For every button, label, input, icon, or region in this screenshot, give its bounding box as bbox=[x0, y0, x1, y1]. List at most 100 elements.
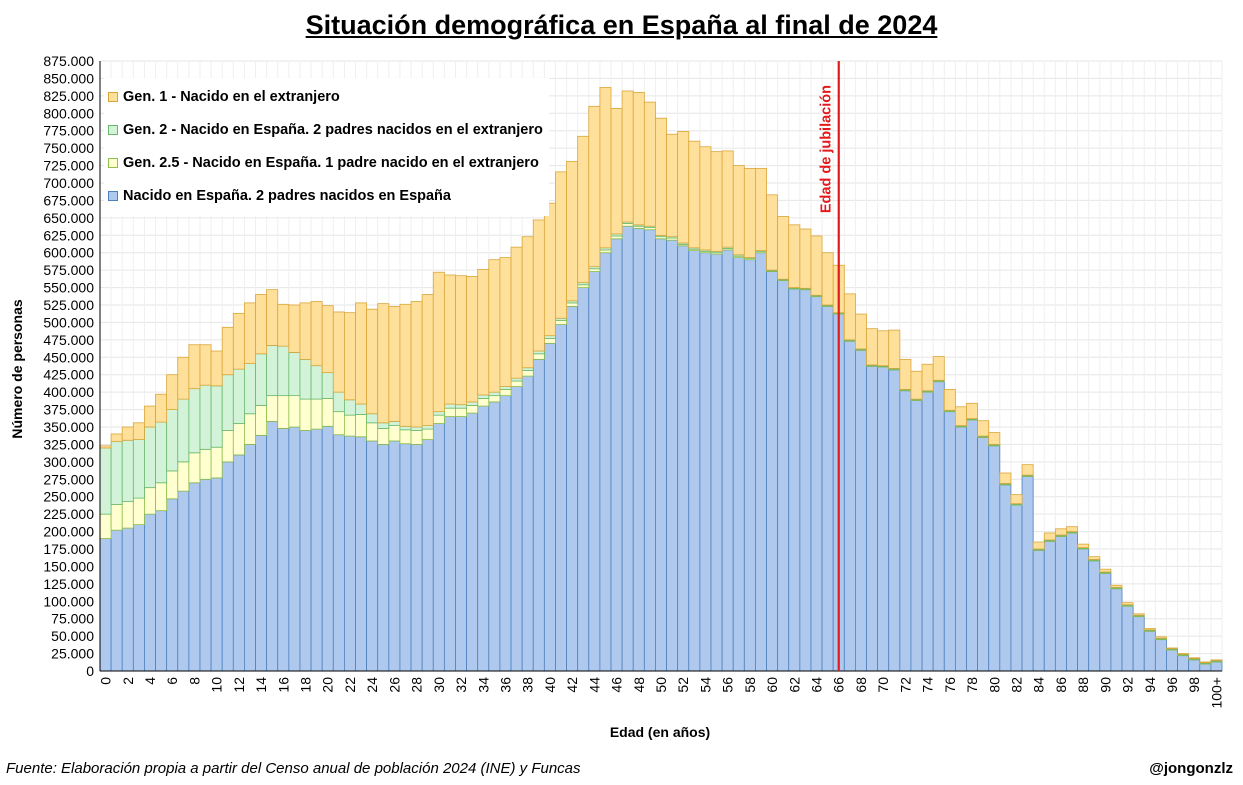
bar-series-3-age-20 bbox=[321, 305, 334, 374]
bar-series-0-age-46 bbox=[610, 238, 623, 672]
bar-series-3-age-10 bbox=[210, 350, 223, 387]
bar-series-3-age-76 bbox=[943, 388, 956, 411]
bar-series-2-age-35 bbox=[488, 391, 501, 397]
bar-series-0-age-30 bbox=[432, 423, 445, 672]
bar-series-0-age-28 bbox=[410, 444, 423, 672]
bar-series-3-age-80 bbox=[988, 432, 1001, 445]
bar-series-3-age-94 bbox=[1143, 628, 1156, 631]
bar-series-3-age-59 bbox=[755, 167, 767, 252]
bar-series-2-age-33 bbox=[466, 401, 479, 406]
x-tick-label: 70 bbox=[875, 677, 891, 693]
legend-swatch-gen2 bbox=[108, 124, 118, 135]
bar-series-3-age-1 bbox=[110, 433, 123, 443]
bar-series-0-age-52 bbox=[677, 245, 690, 672]
y-tick-label: 350.000 bbox=[43, 419, 94, 435]
bar-series-0-age-62 bbox=[788, 288, 801, 672]
bar-series-0-age-40 bbox=[543, 342, 556, 672]
bar-series-0-age-82 bbox=[1010, 504, 1023, 672]
x-tick-label: 82 bbox=[1008, 677, 1024, 693]
bar-series-3-age-100+ bbox=[1210, 659, 1223, 661]
bar-series-2-age-22 bbox=[343, 399, 356, 416]
bar-series-3-age-5 bbox=[155, 393, 168, 423]
bar-series-2-age-30 bbox=[432, 411, 445, 416]
y-tick-label: 875.000 bbox=[43, 53, 94, 69]
bar-series-1-age-28 bbox=[410, 430, 423, 445]
annotations: Edad de jubilación bbox=[819, 61, 840, 671]
bar-series-3-age-48 bbox=[632, 91, 645, 226]
x-tick-label: 16 bbox=[275, 677, 291, 693]
bar-series-0-age-13 bbox=[244, 444, 256, 672]
bar-series-3-age-7 bbox=[177, 356, 190, 400]
bar-series-0-age-6 bbox=[166, 498, 179, 672]
bar-series-3-age-63 bbox=[799, 228, 812, 289]
x-tick-label: 94 bbox=[1142, 677, 1158, 693]
bar-series-0-age-7 bbox=[177, 490, 190, 672]
y-tick-label: 725.000 bbox=[43, 158, 94, 174]
bar-series-1-age-33 bbox=[466, 404, 479, 414]
bar-series-3-age-11 bbox=[221, 326, 234, 376]
y-tick-label: 125.000 bbox=[43, 576, 94, 592]
bar-series-0-age-92 bbox=[1121, 605, 1134, 672]
x-tick-label: 44 bbox=[586, 677, 602, 693]
bar-series-3-age-83 bbox=[1021, 464, 1034, 476]
bar-series-0-age-31 bbox=[443, 416, 456, 672]
bar-series-0-age-63 bbox=[799, 289, 812, 672]
bar-series-0-age-50 bbox=[655, 238, 667, 672]
x-axis-title: Edad (en años) bbox=[610, 724, 710, 740]
y-tick-label: 50.000 bbox=[51, 628, 94, 644]
y-tick-label: 525.000 bbox=[43, 297, 94, 313]
bar-series-2-age-14 bbox=[255, 353, 268, 406]
x-tick-label: 60 bbox=[764, 677, 780, 693]
bar-series-1-age-21 bbox=[332, 411, 345, 436]
bar-series-3-age-89 bbox=[1088, 556, 1101, 560]
x-tick-label: 42 bbox=[564, 677, 580, 693]
bar-series-1-age-7 bbox=[177, 461, 190, 492]
bar-series-0-age-65 bbox=[821, 305, 834, 672]
bar-series-1-age-8 bbox=[188, 452, 201, 484]
bar-series-0-age-48 bbox=[632, 227, 645, 672]
legend-label-gen2: Gen. 2 - Nacido en España. 2 padres naci… bbox=[123, 121, 543, 138]
bar-series-0-age-37 bbox=[510, 386, 523, 672]
bar-series-1-age-5 bbox=[155, 482, 168, 512]
bar-series-0-age-53 bbox=[688, 250, 701, 672]
bar-series-0-age-27 bbox=[399, 443, 412, 672]
bar-series-3-age-67 bbox=[843, 293, 856, 341]
bar-series-1-age-41 bbox=[555, 319, 567, 325]
bar-series-0-age-11 bbox=[221, 461, 234, 672]
bar-series-0-age-54 bbox=[699, 252, 712, 672]
bar-series-3-age-4 bbox=[144, 405, 156, 428]
bar-series-0-age-10 bbox=[210, 477, 223, 672]
x-tick-label: 76 bbox=[942, 677, 958, 693]
bar-series-2-age-20 bbox=[321, 372, 334, 399]
bar-series-0-age-61 bbox=[777, 280, 790, 672]
bar-series-3-age-9 bbox=[199, 344, 212, 386]
bar-series-0-age-57 bbox=[732, 257, 745, 672]
y-tick-label: 750.000 bbox=[43, 140, 94, 156]
bar-series-3-age-39 bbox=[532, 219, 545, 352]
bar-series-0-age-74 bbox=[921, 391, 934, 672]
x-tick-label: 48 bbox=[631, 677, 647, 693]
bar-series-2-age-6 bbox=[166, 409, 179, 472]
bar-series-1-age-1 bbox=[110, 503, 123, 531]
bar-series-3-age-85 bbox=[1043, 532, 1056, 541]
y-tick-label: 0 bbox=[86, 663, 94, 679]
bar-series-1-age-19 bbox=[310, 398, 323, 430]
bar-series-3-age-78 bbox=[966, 402, 979, 420]
bar-series-0-age-45 bbox=[599, 252, 612, 672]
bar-series-2-age-24 bbox=[366, 413, 379, 424]
bar-series-0-age-16 bbox=[277, 427, 290, 672]
y-tick-label: 775.000 bbox=[43, 123, 94, 139]
bar-series-3-age-3 bbox=[132, 422, 145, 440]
bar-series-3-age-77 bbox=[954, 406, 967, 426]
bar-series-3-age-65 bbox=[821, 252, 834, 306]
bar-series-1-age-39 bbox=[532, 353, 545, 360]
bar-series-0-age-2 bbox=[121, 527, 134, 672]
y-tick-label: 250.000 bbox=[43, 489, 94, 505]
bar-series-0-age-49 bbox=[643, 229, 656, 672]
bar-series-0-age-67 bbox=[843, 340, 856, 672]
bar-series-3-age-34 bbox=[477, 269, 490, 396]
y-tick-label: 425.000 bbox=[43, 367, 94, 383]
bar-series-2-age-4 bbox=[144, 426, 156, 489]
bar-series-3-age-97 bbox=[1177, 653, 1190, 655]
